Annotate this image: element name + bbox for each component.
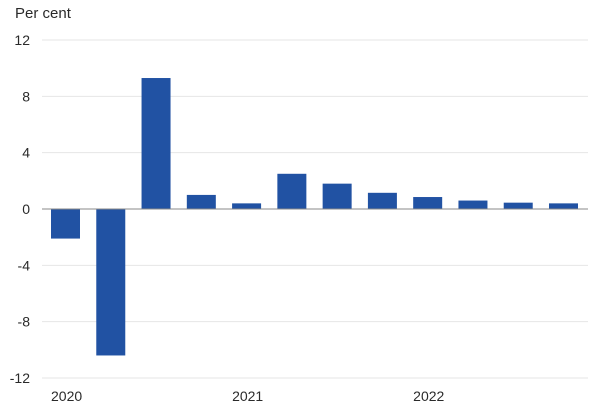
y-tick-label: 12 [14,32,30,48]
bar [232,203,262,209]
bar [277,173,307,209]
y-tick-label: -8 [18,314,31,330]
x-tick-label: 2021 [232,388,263,404]
x-tick-label: 2022 [413,388,444,404]
y-tick-label: -4 [18,257,31,273]
x-axis-labels: 2020 2021 2022 [51,388,445,404]
bar [413,197,443,209]
y-axis-labels: 12 8 4 0 -4 -8 -12 [10,32,30,386]
bar [367,192,397,209]
bars [51,78,578,356]
bar [549,203,578,209]
bar [141,78,171,210]
x-tick-label: 2020 [51,388,82,404]
y-tick-label: 8 [22,88,30,104]
bar [458,200,488,209]
grid-lines [42,39,588,379]
y-tick-label: -12 [10,370,30,386]
bar [322,183,352,209]
y-tick-label: 4 [22,145,30,161]
bar [96,209,126,356]
unit-label: Per cent [15,5,72,22]
y-tick-label: 0 [22,201,30,217]
bar [186,194,216,209]
bar [51,209,80,239]
bar [503,202,533,209]
